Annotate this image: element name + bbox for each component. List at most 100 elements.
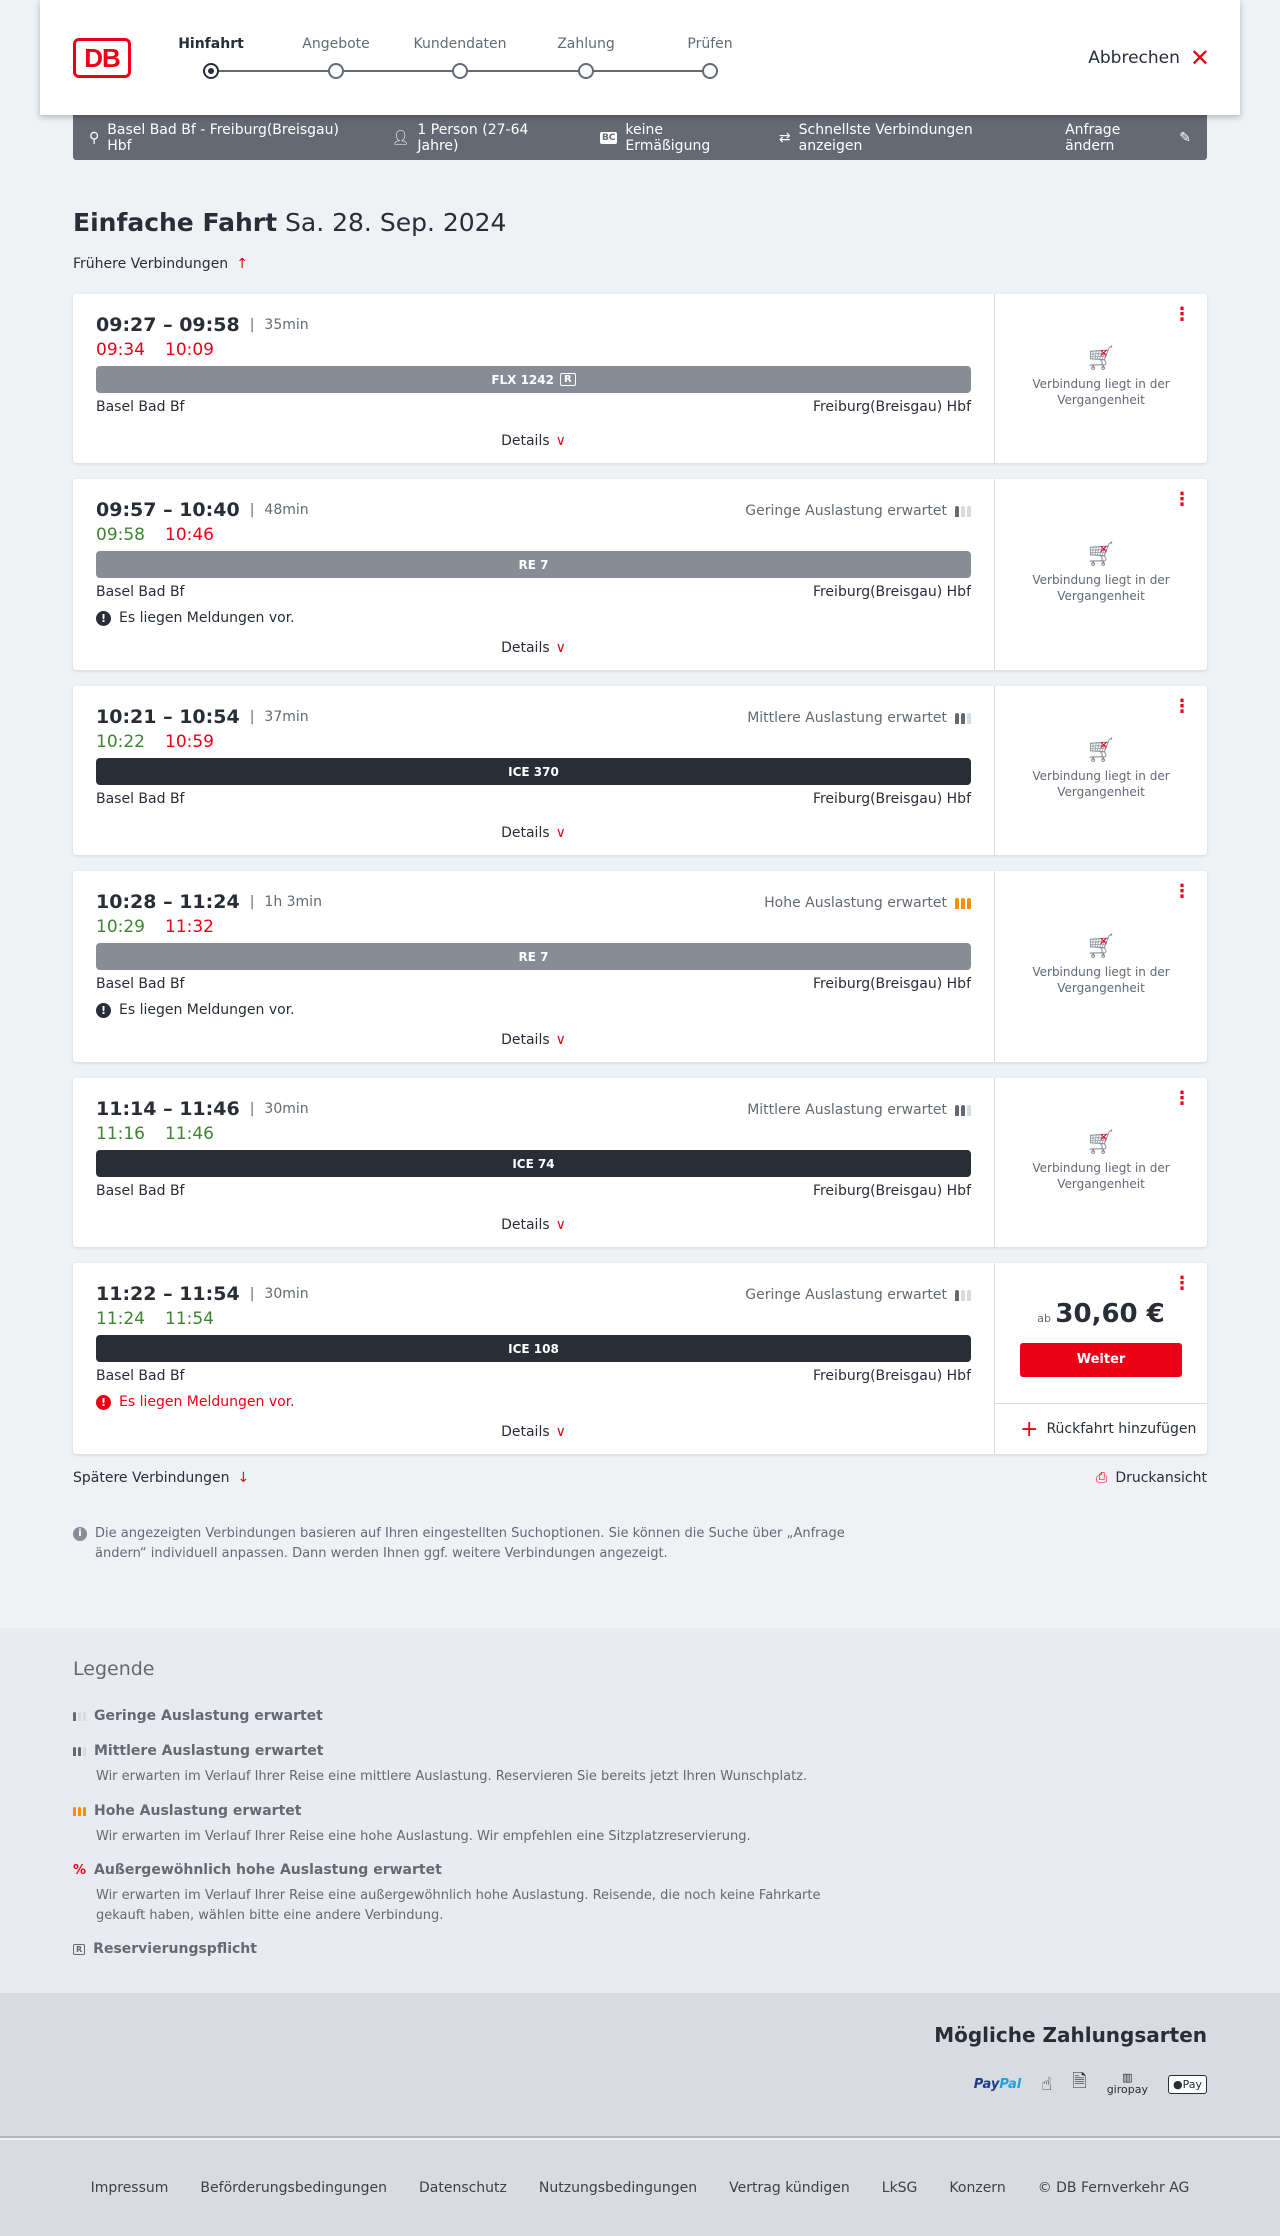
separator: | [249, 317, 255, 333]
footer-link-vertrag-kuendigen[interactable]: Vertrag kündigen [729, 2180, 850, 2196]
cart-unavailable-icon: 🛒︎ ✕ [1085, 1127, 1117, 1156]
departure-station: Basel Bad Bf [96, 1368, 185, 1384]
legend-item: Geringe Auslastung erwartet [73, 1708, 873, 1724]
occupancy-low-icon [73, 1711, 86, 1721]
exclamation-icon: ! [96, 610, 111, 626]
legend-item: Hohe Auslastung erwartet Wir erwarten im … [73, 1803, 873, 1847]
exclamation-icon: ! [96, 1394, 111, 1410]
separator: | [249, 1101, 255, 1117]
train-bar[interactable]: RE 7 [96, 551, 971, 578]
more-options-icon[interactable]: ⋮ [1173, 304, 1191, 325]
arrival-station: Freiburg(Breisgau) Hbf [812, 791, 971, 807]
duration: 48min [264, 502, 309, 518]
occupancy-medium-icon [955, 712, 971, 724]
train-bar[interactable]: ICE 370 [96, 758, 971, 785]
more-options-icon[interactable]: ⋮ [1173, 881, 1191, 902]
train-name: ICE 74 [512, 1156, 555, 1171]
details-label: Details [501, 1424, 550, 1440]
past-connection-note: Verbindung liegt in der Vergangenheit [1032, 572, 1170, 603]
train-bar[interactable]: RE 7 [96, 943, 971, 970]
chevron-down-icon: ∨ [555, 640, 566, 656]
train-name: FLX 1242 [491, 372, 554, 387]
legend-item-title: Außergewöhnlich hohe Auslastung erwartet [94, 1862, 442, 1878]
printer-icon: ⎙ [1096, 1470, 1108, 1486]
message-text: Es liegen Meldungen vor. [119, 610, 295, 626]
separator: | [249, 894, 255, 910]
legend-section: Legende Geringe Auslastung erwartet Mitt… [0, 1628, 1280, 1993]
realtime-arrival: 10:46 [165, 525, 214, 545]
past-connection-note: Verbindung liegt in der Vergangenheit [1032, 768, 1170, 799]
info-note: i Die angezeigten Verbindungen basieren a… [73, 1524, 873, 1564]
occupancy-high-icon [73, 1806, 86, 1816]
occupancy-text: Geringe Auslastung erwartet [745, 503, 947, 519]
planned-times: 11:22 – 11:54 [96, 1283, 240, 1305]
past-connection-note: Verbindung liegt in der Vergangenheit [1032, 1160, 1170, 1191]
print-view-link[interactable]: ⎙ Druckansicht [1096, 1470, 1207, 1486]
footer-link-nutzungsbedingungen[interactable]: Nutzungsbedingungen [538, 2180, 698, 2196]
realtime-departure: 10:22 [96, 732, 145, 752]
info-icon: i [73, 1527, 87, 1541]
apple-pay-icon: ●Pay [1168, 2074, 1207, 2094]
details-toggle[interactable]: Details ∨ [73, 1217, 994, 1233]
trip-date: Sa. 28. Sep. 2024 [285, 208, 507, 237]
arrival-station: Freiburg(Breisgau) Hbf [812, 1368, 971, 1384]
earlier-connections-link[interactable]: Frühere Verbindungen ↑ [73, 256, 248, 272]
occupancy-text: Geringe Auslastung erwartet [745, 1287, 947, 1303]
more-options-icon[interactable]: ⋮ [1173, 1273, 1191, 1294]
step-kundendaten: Kundendaten [413, 36, 507, 52]
arrow-up-icon: ↑ [236, 256, 248, 272]
footer-link-konzern[interactable]: Konzern [949, 2180, 1006, 2196]
train-bar[interactable]: FLX 1242 R [96, 366, 971, 393]
footer-link-lksg[interactable]: LkSG [881, 2180, 918, 2196]
edit-request-label: Anfrage ändern [1065, 121, 1121, 154]
pencil-icon: ✎ [1179, 129, 1191, 146]
duration: 30min [264, 1286, 309, 1302]
persons-text: 1 Person (27-64 Jahre) [417, 121, 529, 154]
footer-copyright: © DB Fernverkehr AG [1037, 2180, 1190, 2196]
details-label: Details [501, 1217, 550, 1233]
more-options-icon[interactable]: ⋮ [1173, 1088, 1191, 1109]
legend-item-title: Geringe Auslastung erwartet [94, 1708, 323, 1724]
details-toggle[interactable]: Details ∨ [73, 433, 994, 449]
details-toggle[interactable]: Details ∨ [73, 1424, 994, 1440]
passenger-summary[interactable]: 👤︎ 1 Person (27-64 Jahre) [392, 122, 570, 154]
legend-item-desc: Wir erwarten im Verlauf Ihrer Reise eine… [96, 1829, 751, 1844]
footer-link-datenschutz[interactable]: Datenschutz [418, 2180, 507, 2196]
legend-item-title: Mittlere Auslastung erwartet [94, 1743, 324, 1759]
message-notice: ! Es liegen Meldungen vor. [96, 610, 295, 626]
footer-link-impressum[interactable]: Impressum [90, 2180, 169, 2196]
details-toggle[interactable]: Details ∨ [73, 640, 994, 656]
chevron-down-icon: ∨ [555, 825, 566, 841]
footer-link-befoerderungsbedingungen[interactable]: Beförderungsbedingungen [200, 2180, 387, 2196]
more-options-icon[interactable]: ⋮ [1173, 489, 1191, 510]
connection-card: 09:57 – 10:40 | 48min Geringe Auslastung e… [73, 479, 1207, 670]
edit-request-button[interactable]: Anfrage ändern ✎ [1065, 122, 1191, 154]
realtime-departure: 09:58 [96, 525, 145, 545]
train-bar[interactable]: ICE 108 [96, 1335, 971, 1362]
realtime-arrival: 11:54 [165, 1309, 214, 1329]
db-logo[interactable]: DB [73, 38, 131, 78]
discount-summary[interactable]: BC keine Ermäßigung [599, 122, 749, 154]
legend-item-desc: Wir erwarten im Verlauf Ihrer Reise eine… [96, 1769, 808, 1784]
details-toggle[interactable]: Details ∨ [73, 1032, 994, 1048]
fastest-toggle[interactable]: ⇄ Schnellste Verbindungen anzeigen [779, 122, 1035, 154]
later-connections-link[interactable]: Spätere Verbindungen ↓ [73, 1470, 249, 1486]
cancel-button[interactable]: Abbrechen ✕ [1088, 46, 1210, 70]
train-name: RE 7 [518, 949, 549, 964]
legend-item-title: Hohe Auslastung erwartet [94, 1803, 302, 1819]
more-options-icon[interactable]: ⋮ [1173, 696, 1191, 717]
separator: | [249, 502, 255, 518]
add-return-button[interactable]: + Rückfahrt hinzufügen [995, 1403, 1207, 1454]
details-toggle[interactable]: Details ∨ [73, 825, 994, 841]
price: ab 30,60 € [995, 1299, 1207, 1329]
planned-times: 09:27 – 09:58 [96, 314, 240, 336]
details-label: Details [501, 1032, 550, 1048]
realtime-arrival: 10:59 [165, 732, 214, 752]
separator: | [249, 709, 255, 725]
train-bar[interactable]: ICE 74 [96, 1150, 971, 1177]
departure-station: Basel Bad Bf [96, 584, 185, 600]
duration: 30min [264, 1101, 309, 1117]
continue-button[interactable]: Weiter [1020, 1343, 1182, 1377]
arrow-down-icon: ↓ [237, 1470, 250, 1486]
route-summary[interactable]: ⚲ Basel Bad Bf - Freiburg(Breisgau) Hbf [89, 122, 362, 154]
